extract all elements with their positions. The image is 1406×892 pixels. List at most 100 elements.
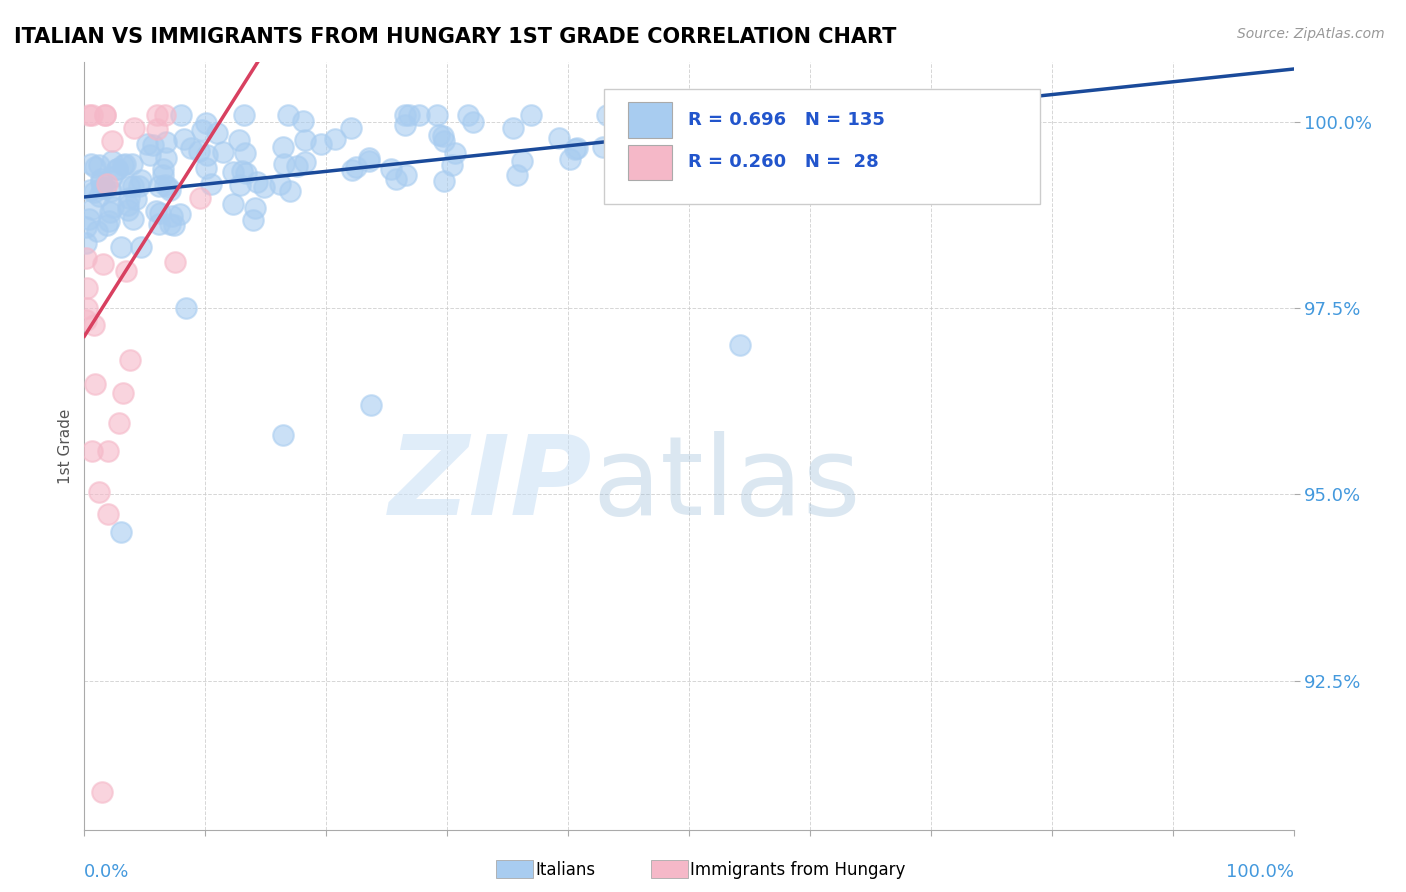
Point <box>194 161 217 175</box>
Point <box>444 146 467 161</box>
Point <box>309 137 332 152</box>
Point <box>285 159 308 173</box>
Point <box>427 128 450 142</box>
Point <box>101 169 124 184</box>
Point <box>107 161 129 176</box>
Point <box>273 157 295 171</box>
Point <box>146 107 169 121</box>
Point <box>200 177 222 191</box>
Point <box>807 107 830 121</box>
Point <box>76 281 98 295</box>
Point <box>129 240 152 254</box>
Point <box>145 204 167 219</box>
Point <box>87 189 110 203</box>
Point <box>75 235 97 250</box>
Point <box>90 176 112 190</box>
Point <box>426 107 449 121</box>
Point <box>564 142 586 156</box>
Point <box>98 205 121 219</box>
Point <box>170 107 193 121</box>
Point <box>111 158 134 172</box>
Point <box>90 180 112 194</box>
Point <box>159 183 181 197</box>
Point <box>558 152 581 166</box>
Text: atlas: atlas <box>592 431 860 538</box>
Point <box>152 169 174 183</box>
Point <box>176 301 198 316</box>
Point <box>441 158 464 172</box>
Point <box>228 133 250 147</box>
Text: 0.0%: 0.0% <box>84 863 129 881</box>
Point <box>128 178 150 193</box>
Point <box>83 161 105 175</box>
Point <box>135 137 157 152</box>
Point <box>271 140 294 154</box>
Point <box>506 168 529 182</box>
Point <box>245 175 267 189</box>
Point <box>110 239 132 253</box>
Point <box>121 212 143 227</box>
Point <box>457 107 479 121</box>
Point <box>592 140 614 154</box>
Point <box>155 178 177 192</box>
Point <box>75 220 97 235</box>
Point <box>1017 107 1039 121</box>
Point <box>243 201 266 215</box>
Point <box>233 107 256 121</box>
Text: ITALIAN VS IMMIGRANTS FROM HUNGARY 1ST GRADE CORRELATION CHART: ITALIAN VS IMMIGRANTS FROM HUNGARY 1ST G… <box>14 27 897 46</box>
Point <box>235 166 257 180</box>
Point <box>148 205 170 219</box>
Point <box>197 147 219 161</box>
Point <box>101 200 124 214</box>
Point <box>159 217 181 231</box>
Point <box>82 444 104 458</box>
Point <box>86 224 108 238</box>
Point <box>728 338 751 352</box>
Point <box>360 398 382 412</box>
Point <box>83 376 105 391</box>
Point <box>115 264 138 278</box>
Point <box>163 219 186 233</box>
Point <box>122 121 145 136</box>
Point <box>463 114 485 128</box>
Point <box>94 107 117 121</box>
Point <box>107 416 129 430</box>
Point <box>148 179 170 194</box>
Point <box>98 214 121 228</box>
Point <box>229 178 252 192</box>
FancyBboxPatch shape <box>628 145 672 180</box>
Point <box>101 134 124 148</box>
Point <box>180 141 202 155</box>
Point <box>205 126 228 140</box>
Point <box>235 145 257 160</box>
Text: Immigrants from Hungary: Immigrants from Hungary <box>690 861 905 879</box>
Point <box>83 318 105 332</box>
Point <box>696 107 718 121</box>
Point <box>340 121 363 136</box>
FancyBboxPatch shape <box>605 89 1039 204</box>
Point <box>80 107 103 121</box>
Point <box>169 207 191 221</box>
Point <box>148 217 170 231</box>
Point <box>97 507 120 521</box>
Point <box>269 177 291 191</box>
Point <box>291 114 314 128</box>
Point <box>138 148 160 162</box>
Point <box>380 162 402 177</box>
Point <box>510 154 533 169</box>
Point <box>76 301 98 316</box>
Point <box>79 184 101 198</box>
Point <box>142 138 165 153</box>
Point <box>567 141 589 155</box>
Point <box>242 213 264 227</box>
Point <box>80 202 103 216</box>
Point <box>125 192 148 206</box>
Point <box>163 255 186 269</box>
Point <box>596 107 619 121</box>
Point <box>188 191 211 205</box>
Point <box>408 107 430 121</box>
Point <box>253 179 276 194</box>
Point <box>212 145 235 159</box>
Point <box>120 353 142 368</box>
Point <box>110 524 132 539</box>
